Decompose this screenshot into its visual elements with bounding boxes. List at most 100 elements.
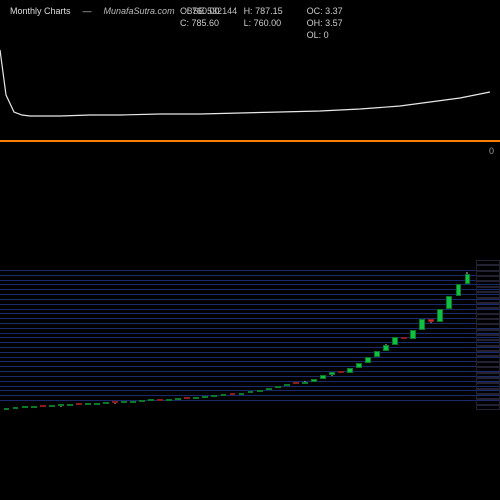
- candle-body: [365, 357, 371, 363]
- separator-line: [0, 140, 500, 142]
- candle: [184, 260, 190, 410]
- open-value: O: 760.00: [180, 6, 220, 16]
- candle: [257, 260, 263, 410]
- candle: [284, 260, 290, 410]
- candle-body: [67, 404, 73, 406]
- candle-body: [76, 403, 82, 405]
- candle: [329, 260, 335, 410]
- candle: [293, 260, 299, 410]
- candle-body: [121, 401, 127, 403]
- candle-body: [4, 408, 10, 410]
- candle: [58, 260, 64, 410]
- candle-body: [374, 351, 380, 357]
- candle: [456, 260, 462, 410]
- candle: [193, 260, 199, 410]
- candle-body: [139, 400, 145, 402]
- close-value: C: 785.60: [180, 18, 220, 28]
- candle-body: [184, 397, 190, 399]
- candle: [31, 260, 37, 410]
- candle-body: [148, 399, 154, 401]
- candle-body: [257, 390, 263, 392]
- candle: [175, 260, 181, 410]
- candle: [365, 260, 371, 410]
- candle: [4, 260, 10, 410]
- title-label: Monthly Charts: [10, 6, 71, 16]
- candle-body: [465, 274, 471, 284]
- candle: [446, 260, 452, 410]
- candle: [85, 260, 91, 410]
- candle: [22, 260, 28, 410]
- candle: [347, 260, 353, 410]
- candle-body: [392, 337, 398, 344]
- right-scale-box: [476, 260, 500, 410]
- candle: [211, 260, 217, 410]
- candle: [311, 260, 317, 410]
- candlestick-chart: [0, 260, 500, 410]
- candle: [202, 260, 208, 410]
- candle-body: [275, 386, 281, 388]
- candle-body: [230, 393, 236, 395]
- candle: [419, 260, 425, 410]
- candle-body: [85, 403, 91, 405]
- candle-body: [383, 345, 389, 352]
- candle: [139, 260, 145, 410]
- candle: [248, 260, 254, 410]
- candle-body: [175, 398, 181, 400]
- candle-body: [248, 391, 254, 393]
- candle: [356, 260, 362, 410]
- candle: [410, 260, 416, 410]
- candle-body: [329, 372, 335, 376]
- candle: [338, 260, 344, 410]
- candle-body: [419, 319, 425, 329]
- oh-value: OH: 3.57: [307, 18, 343, 28]
- candle-body: [193, 397, 199, 399]
- candle: [266, 260, 272, 410]
- candle: [302, 260, 308, 410]
- ohlc-panel: O: 760.00 H: 787.15 OC: 3.37 C: 785.60 L…: [180, 6, 343, 40]
- candle: [13, 260, 19, 410]
- candle: [239, 260, 245, 410]
- candle: [221, 260, 227, 410]
- candle-body: [302, 382, 308, 385]
- zero-marker: 0: [489, 146, 494, 156]
- candle-body: [239, 393, 245, 395]
- candle-body: [284, 384, 290, 386]
- candle-body: [410, 330, 416, 339]
- candle: [67, 260, 73, 410]
- candle: [374, 260, 380, 410]
- candle: [121, 260, 127, 410]
- candle-body: [437, 309, 443, 322]
- dash: —: [83, 6, 92, 16]
- candle: [428, 260, 434, 410]
- candle-body: [401, 337, 407, 339]
- candle: [94, 260, 100, 410]
- candle: [76, 260, 82, 410]
- candle: [401, 260, 407, 410]
- candle-body: [31, 406, 37, 408]
- candle: [465, 260, 471, 410]
- candle-body: [112, 401, 118, 403]
- candle-body: [320, 375, 326, 378]
- candle-body: [428, 319, 434, 322]
- candle-body: [211, 395, 217, 397]
- candle: [130, 260, 136, 410]
- candle: [320, 260, 326, 410]
- candle-body: [58, 404, 64, 406]
- candle: [166, 260, 172, 410]
- candle: [49, 260, 55, 410]
- candle-body: [266, 388, 272, 390]
- candle-body: [293, 382, 299, 384]
- candle-body: [446, 296, 452, 309]
- candle: [230, 260, 236, 410]
- candle-body: [40, 405, 46, 407]
- candle-body: [103, 402, 109, 404]
- candle: [148, 260, 154, 410]
- candle-body: [202, 396, 208, 398]
- candle: [437, 260, 443, 410]
- candle: [392, 260, 398, 410]
- candle-body: [13, 407, 19, 409]
- candle-body: [130, 401, 136, 403]
- low-value: L: 760.00: [244, 18, 283, 28]
- candle-body: [338, 371, 344, 373]
- candle: [40, 260, 46, 410]
